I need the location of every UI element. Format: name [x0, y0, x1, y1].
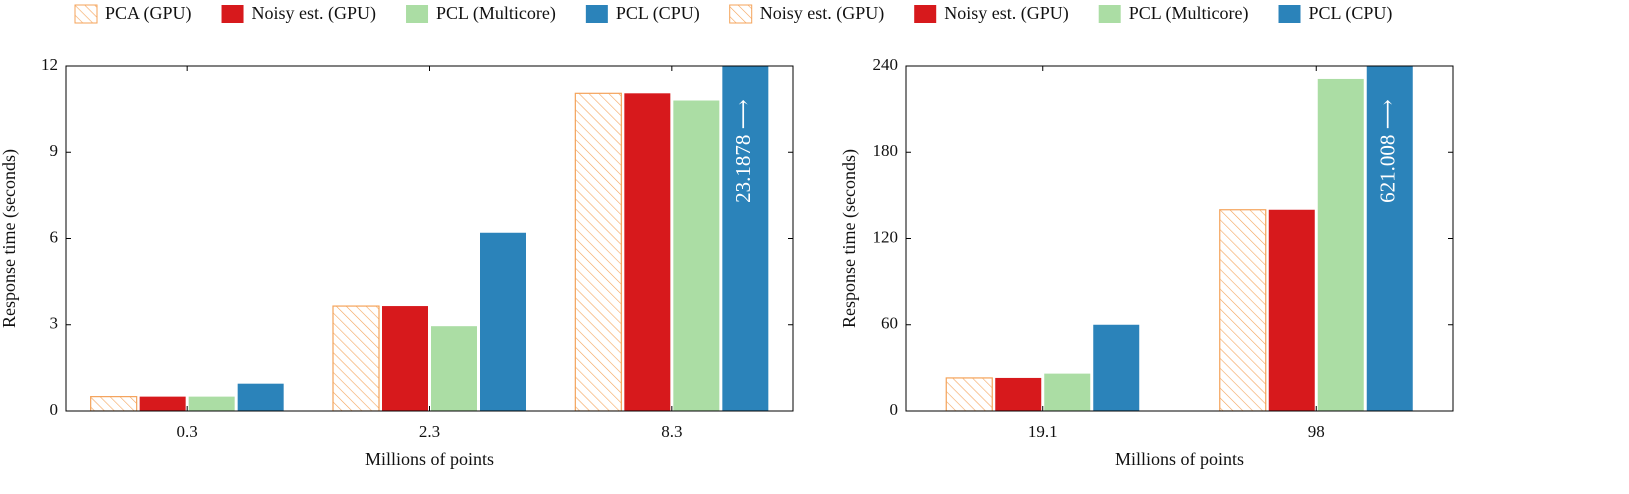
legend-swatch [914, 5, 937, 23]
legend-swatch [1098, 5, 1121, 23]
x-tick-label: 8.3 [661, 422, 682, 441]
legend-swatch [74, 4, 98, 24]
axes-frame [65, 65, 794, 412]
legend-swatch [1278, 5, 1301, 23]
bar [673, 100, 720, 411]
bar [1219, 209, 1267, 411]
y-tick-label: 6 [50, 227, 59, 246]
bar [1366, 66, 1413, 411]
bar [722, 66, 769, 411]
legend-swatch [406, 5, 429, 23]
plot-area [90, 66, 769, 411]
bar [995, 377, 1042, 411]
value-label: 621.008 ⟶ [1376, 99, 1400, 203]
y-tick-label: 240 [873, 55, 899, 74]
x-axis-label: Millions of points [365, 449, 494, 469]
legend-label: PCL (Multicore) [1129, 3, 1249, 24]
bar [90, 396, 138, 411]
bar [431, 326, 477, 411]
y-tick-label: 9 [50, 141, 59, 160]
bar [1044, 373, 1091, 411]
bar [480, 232, 526, 411]
bar [624, 93, 671, 411]
bar [1317, 78, 1364, 411]
legend-swatch [729, 4, 753, 24]
legend-swatch [585, 5, 608, 23]
plot-area [945, 66, 1413, 411]
legend-label: PCL (CPU) [616, 3, 700, 24]
y-tick-label: 0 [890, 400, 899, 419]
bar [332, 305, 380, 411]
bar [574, 92, 622, 411]
y-tick-label: 60 [881, 314, 898, 333]
legend-label: Noisy est. (GPU) [760, 3, 885, 24]
x-tick-label: 19.1 [1028, 422, 1058, 441]
bar [1093, 324, 1140, 411]
y-axis-label: Response time (seconds) [0, 149, 20, 328]
axes-frame [905, 65, 1454, 412]
bar [188, 396, 235, 411]
x-tick-label: 98 [1308, 422, 1325, 441]
bar [945, 377, 993, 411]
legend-swatch [221, 5, 244, 23]
value-label: 23.1878 ⟶ [731, 99, 755, 203]
y-tick-label: 0 [50, 400, 59, 419]
bar [382, 306, 428, 411]
y-tick-label: 3 [50, 314, 59, 333]
x-tick-label: 2.3 [419, 422, 440, 441]
legend-label: PCL (Multicore) [436, 3, 556, 24]
legend-label: PCA (GPU) [105, 3, 192, 24]
legend-label: Noisy est. (GPU) [944, 3, 1069, 24]
bar [1268, 209, 1315, 411]
x-axis-label: Millions of points [1115, 449, 1244, 469]
y-axis-label: Response time (seconds) [839, 149, 860, 328]
legend-label: PCL (CPU) [1309, 3, 1393, 24]
legend-label: Noisy est. (GPU) [252, 3, 377, 24]
bar [237, 383, 284, 411]
y-tick-label: 180 [873, 141, 899, 160]
x-tick-label: 0.3 [177, 422, 198, 441]
bar [139, 396, 186, 411]
y-tick-label: 120 [873, 227, 899, 246]
y-tick-label: 12 [41, 55, 58, 74]
